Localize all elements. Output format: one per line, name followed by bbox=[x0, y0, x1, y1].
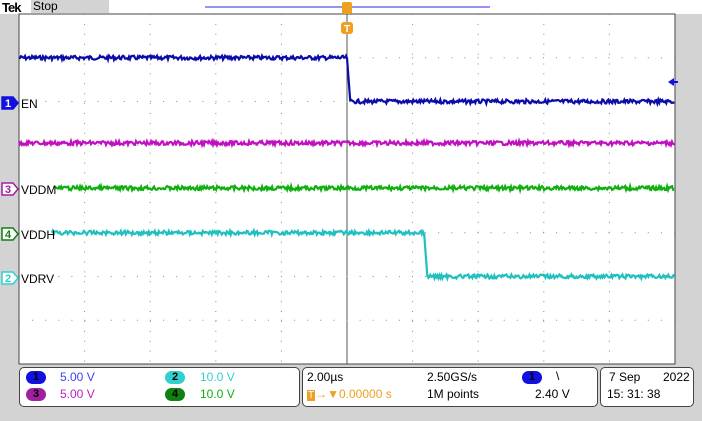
ch3-badge: 3 bbox=[26, 388, 46, 401]
ch4-scale: 10.0 V bbox=[200, 387, 235, 401]
channel-scale-panel[interactable]: 1 5.00 V 3 5.00 V 2 10.0 V 4 10.0 V bbox=[19, 367, 300, 407]
trace-ch3 bbox=[17, 137, 676, 149]
acquisition-status: Stop bbox=[31, 0, 109, 13]
sample-rate: 2.50GS/s bbox=[427, 370, 478, 384]
ch1-badge: 1 bbox=[26, 371, 46, 384]
ch4-badge: 4 bbox=[165, 388, 185, 401]
ch2-label: VDRV bbox=[21, 272, 54, 286]
time-scale: 2.00µs bbox=[307, 370, 344, 384]
trigger-marker-label: T bbox=[344, 24, 350, 35]
ch1-label: EN bbox=[21, 97, 38, 111]
trigger-icon: T bbox=[307, 390, 316, 401]
date: 7 Sep bbox=[609, 370, 641, 384]
trigger-source-badge: 1 bbox=[522, 371, 542, 384]
ch1-marker-number: 1 bbox=[5, 98, 11, 110]
trigger-level: 2.40 V bbox=[535, 387, 570, 401]
ch3-marker-number: 3 bbox=[5, 184, 11, 196]
datetime-panel: 7 Sep 2022 15: 31: 38 bbox=[600, 367, 694, 407]
ch3-label: VDDM bbox=[21, 183, 56, 197]
ch4-marker-number: 4 bbox=[5, 229, 12, 241]
trigger-position-icon bbox=[342, 2, 352, 14]
trigger-position-value: 0.00000 s bbox=[339, 387, 392, 401]
brand-logo: Tek bbox=[2, 0, 21, 15]
ch2-badge: 2 bbox=[165, 371, 185, 384]
ch2-marker-icon bbox=[1, 271, 19, 285]
timebase-panel[interactable]: 2.00µs T→▼0.00000 s 2.50GS/s 1M points 1… bbox=[302, 367, 598, 407]
ch1-marker-icon bbox=[1, 96, 19, 110]
falling-edge-icon: \ bbox=[556, 369, 560, 383]
trigger-level-arrow-icon bbox=[668, 78, 674, 86]
trace-vddh bbox=[50, 227, 676, 282]
ch4-label: VDDH bbox=[21, 228, 55, 242]
trace-vddm bbox=[54, 181, 675, 195]
ch2-scale: 10.0 V bbox=[200, 370, 235, 384]
ch1-scale: 5.00 V bbox=[60, 370, 95, 384]
ch2-marker-number: 2 bbox=[5, 273, 11, 285]
ch3-scale: 5.00 V bbox=[60, 387, 95, 401]
trigger-position: T→▼0.00000 s bbox=[307, 387, 392, 401]
ch4-marker-icon bbox=[1, 227, 19, 241]
time: 15: 31: 38 bbox=[607, 387, 661, 401]
scope-display: T 1 EN 3 VDDM 4 VDDH 2 VDRV bbox=[1, 2, 702, 367]
year: 2022 bbox=[663, 370, 690, 384]
trigger-marker-icon bbox=[341, 22, 353, 34]
right-gutter bbox=[675, 14, 702, 367]
ch3-marker-icon bbox=[1, 182, 19, 196]
record-length: 1M points bbox=[427, 387, 480, 401]
trace-en bbox=[18, 52, 675, 108]
